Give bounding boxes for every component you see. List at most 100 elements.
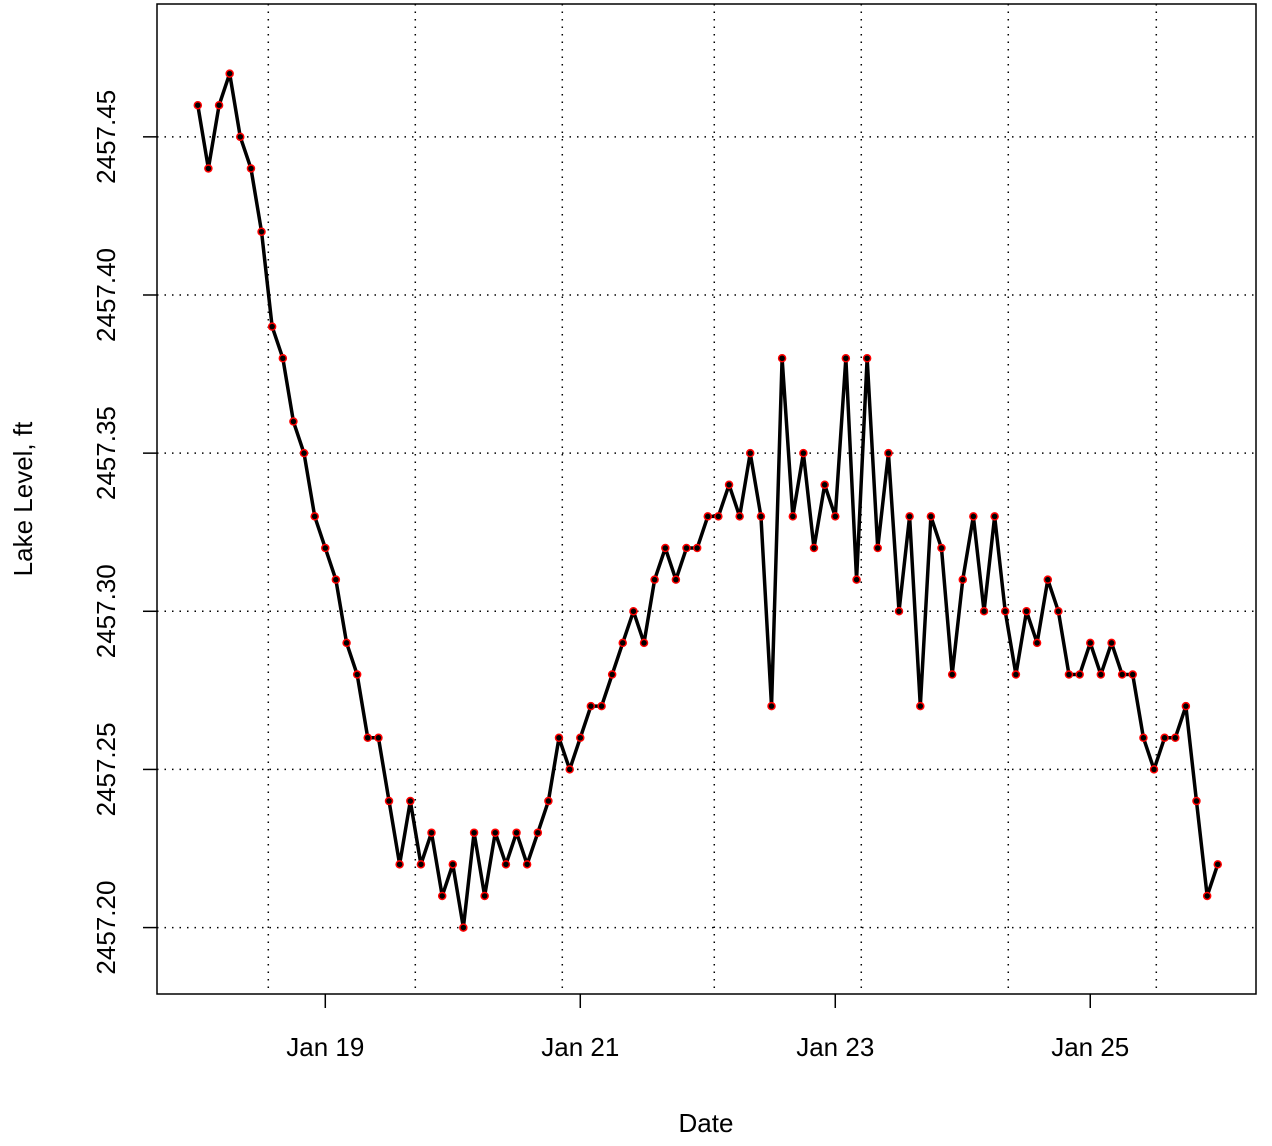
- point: [905, 512, 914, 521]
- point: [225, 69, 234, 78]
- point: [958, 575, 968, 584]
- point: [756, 512, 766, 521]
- point: [299, 448, 309, 458]
- point: [650, 575, 659, 584]
- point: [427, 828, 436, 837]
- y-tick-label: 2457.30: [91, 564, 121, 658]
- point: [809, 543, 819, 553]
- point: [777, 353, 787, 363]
- point: [1128, 670, 1137, 679]
- x-tick-label: Jan 19: [286, 1032, 364, 1062]
- point: [490, 828, 500, 837]
- y-tick-label: 2457.35: [91, 406, 121, 500]
- point: [278, 353, 288, 363]
- point: [384, 796, 394, 806]
- point: [926, 512, 936, 521]
- point: [1032, 638, 1042, 648]
- point: [990, 512, 999, 521]
- point: [1202, 891, 1212, 901]
- point: [735, 512, 744, 521]
- point: [533, 828, 543, 837]
- point: [310, 512, 319, 521]
- x-tick-label: Jan 23: [796, 1032, 874, 1062]
- point: [193, 100, 203, 110]
- point: [979, 607, 989, 616]
- point: [724, 480, 734, 490]
- point: [448, 860, 458, 869]
- y-tick-label: 2457.45: [91, 90, 121, 184]
- point: [947, 670, 957, 679]
- point: [406, 796, 415, 806]
- point: [969, 512, 978, 521]
- point: [267, 322, 277, 331]
- point: [852, 575, 861, 584]
- point: [937, 543, 946, 553]
- point: [1107, 638, 1116, 648]
- point: [1213, 860, 1223, 869]
- point: [884, 448, 893, 458]
- point: [788, 512, 798, 521]
- point: [257, 227, 266, 236]
- point: [1171, 733, 1180, 743]
- point: [1054, 607, 1063, 616]
- point: [352, 670, 362, 679]
- point: [1086, 638, 1095, 648]
- point: [416, 860, 426, 869]
- point: [661, 543, 670, 553]
- point: [480, 891, 489, 901]
- point: [831, 512, 840, 521]
- point: [1149, 765, 1159, 774]
- point: [618, 638, 627, 648]
- point: [873, 543, 882, 553]
- x-tick-label: Jan 25: [1051, 1032, 1129, 1062]
- point: [799, 448, 808, 458]
- point: [639, 638, 649, 648]
- y-tick-label: 2457.25: [91, 722, 121, 816]
- point: [767, 701, 776, 711]
- point: [1064, 670, 1074, 679]
- point: [214, 100, 224, 110]
- point: [246, 164, 256, 173]
- point: [236, 132, 245, 142]
- point: [522, 860, 532, 869]
- point: [1160, 733, 1169, 743]
- point: [1181, 701, 1191, 711]
- plot-frame: [156, 3, 1257, 995]
- y-tick-label: 2457.20: [91, 881, 121, 975]
- point: [916, 701, 925, 711]
- point: [459, 923, 468, 932]
- point: [894, 607, 904, 616]
- line: [196, 71, 1220, 930]
- point: [437, 891, 447, 901]
- point: [544, 796, 553, 806]
- x-tick-label: Jan 21: [541, 1032, 619, 1062]
- point: [289, 417, 298, 426]
- point: [576, 733, 585, 743]
- point: [363, 733, 372, 743]
- point: [820, 480, 829, 490]
- point: [1139, 733, 1148, 743]
- point: [501, 860, 511, 869]
- point: [671, 575, 681, 584]
- point: [469, 828, 479, 837]
- point: [597, 701, 606, 711]
- point: [1022, 607, 1031, 616]
- point: [395, 860, 404, 869]
- point: [714, 512, 723, 521]
- point: [745, 448, 755, 458]
- point: [629, 607, 638, 616]
- y-tick-label: 2457.40: [91, 248, 121, 342]
- point: [204, 164, 213, 173]
- point: [841, 353, 851, 363]
- point: [586, 701, 596, 711]
- point: [682, 543, 691, 553]
- point: [607, 670, 617, 679]
- point: [554, 733, 564, 743]
- point: [862, 353, 872, 363]
- point: [1000, 607, 1010, 616]
- point: [512, 828, 521, 837]
- point: [374, 733, 383, 743]
- point: [1096, 670, 1106, 679]
